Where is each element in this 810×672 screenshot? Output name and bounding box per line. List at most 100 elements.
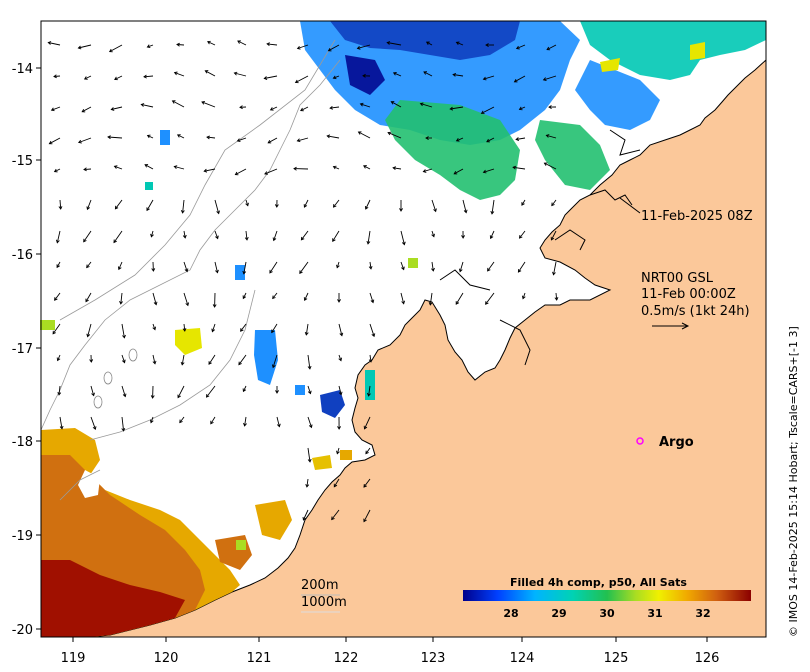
current-vector	[400, 261, 405, 270]
current-vector-head	[332, 204, 337, 208]
current-vector-head	[266, 42, 270, 47]
islands	[93, 348, 138, 409]
current-vector	[305, 323, 309, 335]
current-vector	[330, 106, 340, 109]
current-vector-head	[149, 419, 154, 424]
current-vector-head	[212, 304, 217, 308]
current-vector-head	[275, 390, 279, 394]
current-vector-head	[392, 166, 397, 171]
x-tick-label: 120	[154, 651, 179, 666]
current-vector	[208, 354, 216, 365]
current-vector-head	[77, 45, 82, 50]
current-vector-head	[176, 134, 181, 138]
current-vector-head	[515, 137, 520, 142]
current-vector-head	[518, 235, 523, 239]
current-vector-head	[143, 74, 147, 79]
current-vector-head	[363, 483, 367, 488]
current-vector-head	[294, 79, 299, 84]
current-vector	[369, 261, 372, 269]
current-vector-head	[521, 202, 525, 206]
current-vector	[114, 165, 123, 170]
current-vector	[141, 103, 154, 108]
current-vector	[544, 162, 557, 170]
current-vector-head	[490, 210, 495, 215]
plot-frame	[40, 20, 767, 638]
current-vector	[369, 292, 374, 303]
current-vector-head	[422, 169, 427, 173]
current-vector	[328, 44, 340, 52]
current-vector-head	[264, 171, 268, 175]
current-vector-head	[518, 106, 523, 111]
current-vector	[115, 199, 123, 210]
current-vector	[519, 230, 526, 239]
current-vector-head	[92, 426, 97, 431]
current-vector	[364, 416, 371, 429]
current-vector-head	[54, 297, 58, 301]
current-vector	[555, 292, 558, 301]
current-vector	[271, 323, 278, 333]
current-vector	[400, 292, 405, 304]
current-vector	[267, 137, 278, 144]
current-vector-head	[150, 395, 155, 399]
x-tick-label: 126	[695, 651, 720, 666]
current-vector-head	[53, 168, 58, 173]
current-vector	[431, 199, 437, 212]
x-tick-label: 124	[510, 651, 535, 666]
y-tick-label: -18	[12, 435, 33, 450]
current-vector-head	[182, 234, 187, 239]
current-vector-head	[206, 135, 210, 140]
current-vector-head	[113, 239, 117, 244]
current-vector-head	[455, 138, 460, 142]
x-tick-label: 119	[61, 651, 86, 666]
current-vector	[245, 199, 249, 206]
current-vector-head	[274, 204, 279, 208]
depth-1000-label: 1000m	[301, 595, 347, 610]
current-vector-head	[364, 206, 369, 210]
current-vector-head	[151, 268, 156, 272]
current-vector	[172, 100, 185, 108]
current-vector-head	[332, 75, 337, 80]
current-vector	[111, 106, 123, 110]
current-vector	[486, 137, 495, 143]
current-time-label: 11-Feb 00:00Z	[641, 287, 736, 302]
time-pointer-line	[619, 197, 641, 214]
current-vector	[237, 40, 247, 46]
current-vector	[242, 292, 247, 299]
current-vector	[307, 447, 311, 462]
current-vector	[201, 101, 216, 108]
current-vector-head	[449, 106, 454, 111]
current-vector	[150, 416, 154, 423]
current-vector	[235, 168, 247, 175]
current-vector-head	[107, 135, 111, 140]
current-vector-head	[146, 44, 151, 49]
current-vector	[204, 168, 216, 172]
current-vector	[243, 261, 247, 274]
bathymetry-contours	[40, 39, 341, 501]
current-vector-head	[521, 295, 526, 300]
current-vector-head	[548, 105, 552, 109]
sst-warm-patches	[41, 428, 292, 637]
copyright-side-text: © IMOS 14-Feb-2025 15:14 Hobart; Tscale=…	[787, 326, 800, 637]
current-vector	[456, 41, 464, 46]
current-vector	[516, 44, 526, 49]
current-vector	[333, 478, 340, 487]
current-vector	[453, 74, 464, 77]
current-vector	[174, 72, 185, 77]
x-axis: 119 120 121 122 123 124 125 126	[61, 637, 720, 666]
current-vector	[269, 261, 278, 274]
current-vector	[183, 261, 188, 272]
current-vector-head	[387, 131, 392, 136]
current-vector	[333, 166, 340, 170]
current-vector-head	[486, 138, 490, 143]
current-vector	[183, 230, 186, 238]
current-vector-head	[177, 394, 181, 399]
current-vector	[150, 230, 154, 237]
current-vector-head	[56, 357, 61, 362]
y-tick-label: -19	[12, 529, 33, 544]
current-vector	[54, 168, 61, 173]
current-vector-head	[205, 394, 210, 398]
current-vector-head	[85, 298, 89, 303]
current-vector	[453, 168, 464, 175]
current-vector-head	[144, 164, 149, 168]
current-vector-head	[305, 484, 310, 488]
